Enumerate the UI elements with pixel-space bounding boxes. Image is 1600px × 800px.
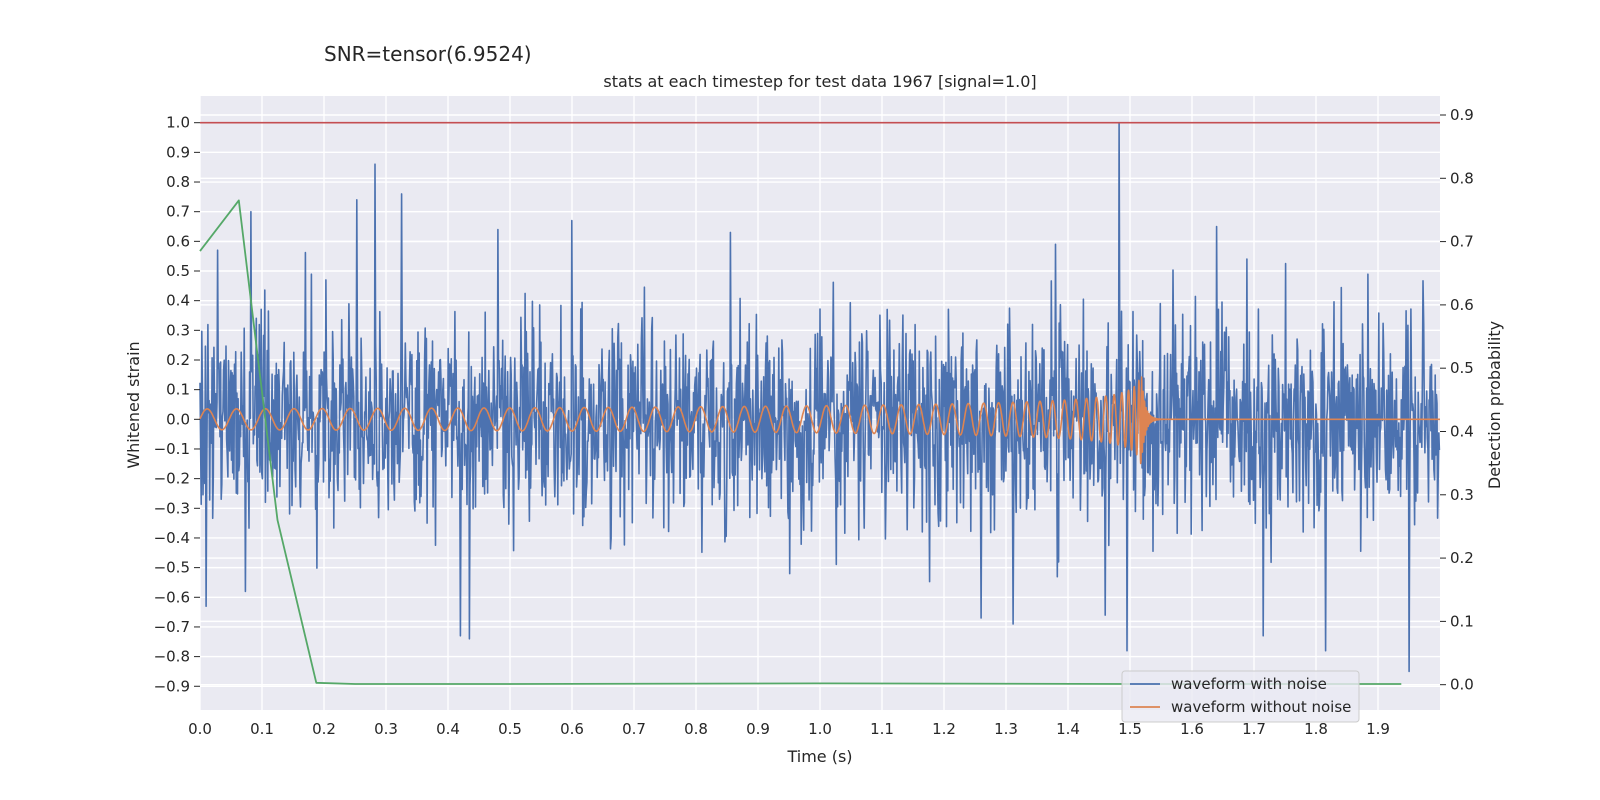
y2-tick-label: 0.9	[1450, 106, 1474, 124]
legend-label-with-noise: waveform with noise	[1171, 675, 1327, 693]
x-axis-label: Time (s)	[786, 747, 852, 766]
series-waveform-without-noise	[199, 376, 1441, 465]
x-tick-label: 1.1	[870, 720, 894, 738]
x-tick-label: 1.7	[1242, 720, 1266, 738]
y-tick-label: −0.4	[154, 529, 190, 547]
y2-tick-label: 0.2	[1450, 549, 1474, 567]
y-tick-label: −0.2	[154, 470, 190, 488]
x-tick-label: 1.0	[808, 720, 832, 738]
chart-title: stats at each timestep for test data 196…	[603, 72, 1036, 91]
x-tick-label: 1.6	[1180, 720, 1204, 738]
y-tick-label: −0.6	[154, 588, 190, 606]
y2-tick-label: 0.8	[1450, 169, 1474, 187]
x-tick-label: 0.3	[374, 720, 398, 738]
y-tick-label: 0.1	[166, 381, 190, 399]
x-tick-label: 1.8	[1304, 720, 1328, 738]
y-tick-label: −0.5	[154, 559, 190, 577]
x-tick-label: 1.5	[1118, 720, 1142, 738]
x-tick-label: 1.4	[1056, 720, 1080, 738]
y2-tick-label: 0.4	[1450, 422, 1474, 440]
y-tick-label: 0.7	[166, 203, 190, 221]
x-tick-label: 0.2	[312, 720, 336, 738]
y2-tick-label: 0.0	[1450, 676, 1474, 694]
x-tick-label: 0.4	[436, 720, 460, 738]
x-tick-label: 1.2	[932, 720, 956, 738]
x-tick-label: 0.1	[250, 720, 274, 738]
y2-tick-label: 0.6	[1450, 296, 1474, 314]
x-axis-ticks: 0.0 0.1 0.2 0.3 0.4 0.5 0.6 0.7 0.8 0.9 1.0 1.1 1.2 1…	[188, 720, 1390, 738]
y2-tick-label: 0.3	[1450, 486, 1474, 504]
legend-box	[1121, 670, 1360, 723]
y2-tick-label: 0.1	[1450, 612, 1474, 630]
x-tick-label: 0.5	[498, 720, 522, 738]
y-tick-label: 0.3	[166, 321, 190, 339]
legend: waveform with noise waveform without noi…	[1121, 670, 1360, 723]
y-tick-label: 0.4	[166, 292, 190, 310]
x-tick-label: 0.0	[188, 720, 212, 738]
legend-label-without-noise: waveform without noise	[1171, 698, 1351, 716]
y-tick-label: 0.0	[166, 410, 190, 428]
y-tick-label: 0.9	[166, 143, 190, 161]
x-tick-label: 0.7	[622, 720, 646, 738]
y-tick-label: −0.8	[154, 648, 190, 666]
y2-axis-ticks: 0.9 0.8 0.7 0.6 0.5 0.4 0.3 0.2 0.1 0.0	[1440, 106, 1474, 694]
y-tick-label: −0.3	[154, 499, 190, 517]
chart-suptitle: SNR=tensor(6.9524)	[324, 42, 532, 66]
y-axis-label: Whitened strain	[124, 341, 143, 468]
x-tick-label: 0.6	[560, 720, 584, 738]
x-tick-label: 0.9	[746, 720, 770, 738]
x-tick-label: 1.3	[994, 720, 1018, 738]
y2-axis-label: Detection probability	[1485, 321, 1504, 489]
x-tick-label: 1.9	[1366, 720, 1390, 738]
series-detection-probability	[199, 199, 1402, 685]
y-tick-label: 0.8	[166, 173, 190, 191]
y-axis-ticks: 1.0 0.9 0.8 0.7 0.6 0.5 0.4 0.3 0.2 0.1 0.0 −0.1 −0.…	[154, 114, 200, 695]
y2-tick-label: 0.7	[1450, 233, 1474, 251]
y-tick-label: 0.2	[166, 351, 190, 369]
x-tick-label: 0.8	[684, 720, 708, 738]
y-tick-label: 1.0	[166, 114, 190, 132]
series-waveform-with-noise	[199, 121, 1441, 673]
y-tick-label: −0.9	[154, 677, 190, 695]
y-tick-label: −0.7	[154, 618, 190, 636]
y-tick-label: 0.6	[166, 232, 190, 250]
y2-tick-label: 0.5	[1450, 359, 1474, 377]
y-tick-label: 0.5	[166, 262, 190, 280]
y-tick-label: −0.1	[154, 440, 190, 458]
